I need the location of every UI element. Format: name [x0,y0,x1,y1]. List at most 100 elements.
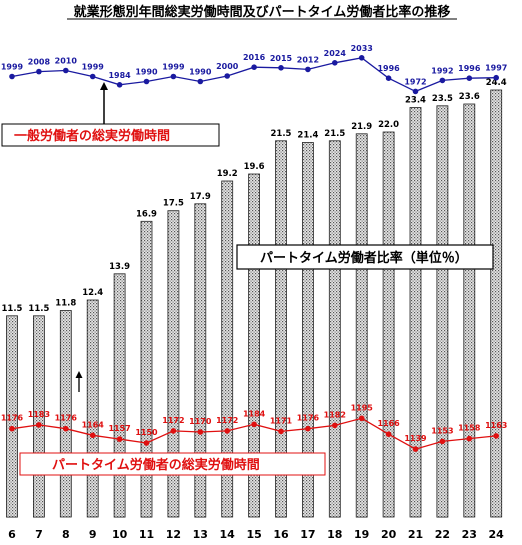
bar-group: 11.5 11.5 11.8 12.4 13.9 16.9 17.5 17.9 19.2 19.6… [2,78,507,518]
part-hours-point [197,429,204,435]
bar-value-label: 17.5 [163,199,184,209]
general-hours-value-label: 2008 [28,58,51,67]
bar [59,310,72,518]
part-hours-value-label: 1183 [28,410,50,419]
bar-value-label: 21.9 [351,122,372,132]
part-hours-value-label: 1170 [189,417,212,426]
part-hours-value-label: 1172 [216,416,238,425]
part-hours-point [170,428,177,434]
part-hours-value-label: 1176 [297,414,320,423]
general-hours-point [116,82,123,88]
general-hours-value-label: 1996 [377,64,400,73]
general-hours-point [493,74,500,81]
general-hours-point [385,75,392,81]
part-hours-point [143,440,150,446]
ratio-label: パートタイム労働者比率（単位％） [260,250,468,266]
part-hours-point [385,431,392,438]
bar [113,273,126,518]
general-hours-value-label: 2016 [243,53,266,62]
general-hours-label: 一般労働者の総実労働時間 [14,128,170,144]
general-hours-value-label: 1999 [82,63,105,72]
bar-value-label: 23.4 [405,96,426,106]
bar-value-label: 17.9 [190,192,211,202]
chart-title: 就業形態別年間総実労働時間及びパートタイム労働者比率の推移 [74,4,451,20]
general-hours-point [36,68,42,75]
bar-value-label: 21.4 [297,131,318,141]
part-hours-point [439,438,446,445]
bar [248,173,261,518]
part-hours-value-label: 1184 [243,409,266,418]
x-tick-label: 23 [462,528,477,541]
bar-value-label: 11.8 [55,299,76,309]
bar [275,140,287,518]
bar [140,220,153,518]
part-hours-value-label: 1158 [458,424,481,433]
part-time-worker-hours-series: 1176 1183 1176 1164 1157 1150 1172 1170 1172 1184… [1,403,507,452]
general-hours-point [143,78,150,85]
general-hours-point [224,73,230,79]
general-hours-point [9,73,15,80]
part-hours-point [116,436,123,442]
general-hours-point [251,64,257,70]
x-tick-label: 24 [489,528,505,541]
part-hours-point [251,421,257,428]
general-hours-point [466,75,473,81]
x-tick-label: 10 [112,528,128,541]
general-hours-point [63,67,69,74]
bar [463,103,476,518]
part-hours-value-label: 1139 [404,434,427,443]
x-tick-label: 16 [273,528,289,541]
bar-value-label: 19.2 [217,169,238,179]
x-tick-label: 13 [193,528,208,541]
part-hours-value-label: 1195 [351,403,374,412]
general-hours-value-label: 2033 [351,44,373,53]
bar [328,140,341,518]
bar-value-label: 19.6 [244,162,265,172]
x-tick-label: 15 [246,528,261,541]
bar-value-label: 21.5 [324,129,345,139]
general-hours-value-label: 1999 [162,63,185,72]
x-tick-label: 8 [62,528,70,541]
bar-value-label: 23.6 [459,92,480,102]
bar-value-label: 12.4 [82,288,103,298]
general-hours-point [305,66,311,73]
part-hours-value-label: 1176 [55,414,78,423]
part-hours-point [358,415,365,422]
general-hours-value-label: 2015 [270,54,293,63]
part-hours-point [224,428,230,434]
part-hours-point [89,432,96,439]
x-tick-label: 19 [354,528,369,541]
bar [6,315,18,518]
x-axis-labels: 6 7 8 9 10 11 12 13 14 15 16 17 18 19 20 21 22 23 24 [8,528,504,541]
general-hours-point [170,73,177,80]
general-hours-point [412,88,419,95]
part-hours-value-label: 1157 [108,424,130,433]
general-hours-value-label: 2000 [216,62,239,71]
x-tick-label: 14 [220,528,236,541]
bar-value-label: 24.4 [486,78,507,88]
bar [194,203,207,518]
general-hours-point [358,55,365,61]
x-tick-label: 11 [139,528,154,541]
part-hours-value-label: 1153 [431,426,453,435]
x-tick-label: 20 [381,528,397,541]
bar-value-label: 16.9 [136,209,157,219]
part-hours-point [36,422,42,428]
general-hours-value-label: 1992 [431,66,453,75]
general-hours-value-label: 1990 [135,68,158,77]
bar-value-label: 11.5 [2,304,23,314]
bar [355,133,368,518]
part-hours-value-label: 1166 [377,419,400,428]
x-tick-label: 21 [408,528,423,541]
bar-value-label: 22.0 [378,120,399,130]
part-hours-point [305,425,311,432]
general-hours-point [439,77,446,84]
general-hours-value-label: 1972 [404,77,426,86]
general-hours-point [278,65,284,71]
part-hours-value-label: 1172 [162,416,184,425]
part-hours-point [466,435,473,442]
general-hours-value-label: 1999 [1,63,24,72]
bar [382,131,395,518]
